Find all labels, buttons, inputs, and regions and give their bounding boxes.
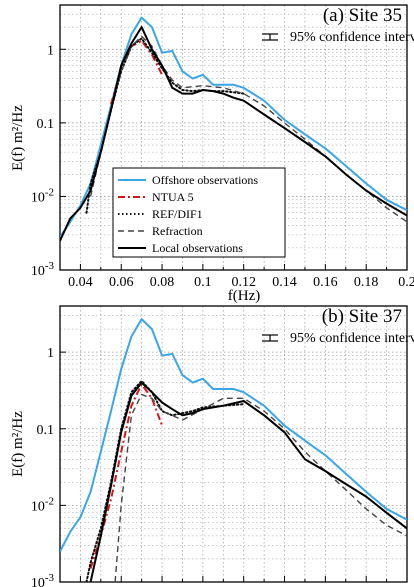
panel-a-x-tick-label: 0.04	[68, 275, 93, 290]
panel-b-ticks: 1 0.1 10-2 10-3	[31, 346, 408, 587]
panel-a-x-tick-label: 0.2	[398, 275, 414, 290]
panel-a-series-local	[60, 26, 407, 242]
panel-a-y-tick-label: 1	[47, 43, 54, 58]
panel-b-plot-frame	[59, 305, 408, 583]
panel-b-confidence-interval-label: 95% confidence interval	[290, 331, 414, 346]
panel-a-y-tick-label: 0.1	[37, 117, 55, 132]
panel-a-x-tick-label: 0.14	[272, 275, 297, 290]
panel-b-y-tick-label: 10-2	[31, 495, 54, 514]
panel-a-y-axis-label: E(f) m²/Hz	[10, 105, 26, 171]
panel-b-series-offshore	[60, 318, 407, 552]
legend-label-ntua: NTUA 5	[152, 190, 194, 204]
panel-a-series-offshore	[60, 16, 407, 238]
panel-a-confidence-interval-label: 95% confidence interval	[290, 30, 414, 45]
panel-a-plot-frame	[59, 4, 408, 271]
panel-b-series-local	[89, 381, 407, 582]
legend-box	[112, 167, 286, 258]
legend-label-local: Local observations	[152, 241, 243, 255]
panel-a-x-tick-label: 0.1	[194, 275, 212, 290]
panel-b-y-tick-label: 0.1	[37, 423, 55, 438]
panel-b-y-tick-label: 1	[47, 346, 54, 361]
panel-a-x-tick-label: 0.18	[354, 275, 379, 290]
panel-a-ticks: 0.04 0.06 0.08 0.1 0.12 0.14 0.16 0.18 0.2 1 0.1 10…	[31, 43, 414, 290]
panel-b-title: (b) Site 37	[322, 306, 402, 327]
panel-a-title: (a) Site 35	[323, 5, 402, 26]
legend-label-refraction: Refraction	[152, 224, 203, 238]
panel-a-x-tick-label: 0.12	[231, 275, 256, 290]
legend-label-offshore: Offshore observations	[152, 173, 258, 187]
panel-b-confidence-interval-icon	[262, 334, 278, 342]
panel-a-confidence-interval-icon	[262, 33, 278, 41]
panel-b-series	[60, 318, 407, 582]
panel-a-y-tick-label: 10-2	[31, 186, 54, 205]
panel-b-y-axis-label: E(f) m²/Hz	[10, 411, 26, 477]
panel-a-x-tick-label: 0.06	[109, 275, 134, 290]
panel-a-site-35: 0.04 0.06 0.08 0.1 0.12 0.14 0.16 0.18 0.2 1 0.1 10…	[10, 4, 414, 304]
panel-b-y-tick-label: 10-3	[31, 572, 55, 587]
legend: Offshore observations NTUA 5 REF/DIF1 Refra…	[112, 167, 286, 258]
legend-label-ref: REF/DIF1	[152, 207, 203, 221]
panel-a-series	[60, 16, 407, 242]
panel-a-x-axis-label: f(Hz)	[228, 288, 260, 304]
panel-a-y-tick-label: 10-3	[31, 260, 55, 279]
panel-a-x-tick-label: 0.08	[150, 275, 175, 290]
panel-b-site-37: 1 0.1 10-2 10-3 (b) Site 37 95% confidence …	[10, 305, 414, 587]
panel-b-grid	[60, 306, 407, 582]
panel-a-x-tick-label: 0.16	[313, 275, 338, 290]
